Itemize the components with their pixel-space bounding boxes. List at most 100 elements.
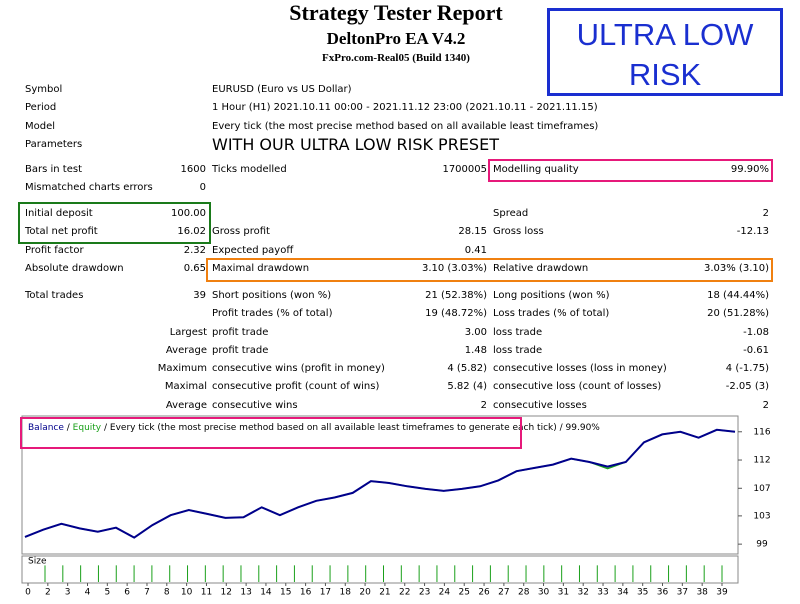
info-value: WITH OUR ULTRA LOW RISK PRESET [212,135,499,154]
info-label: Parameters [25,139,83,150]
stat-value: -12.13 [736,226,769,237]
x-tick-label: 31 [558,588,569,598]
x-tick-label: 16 [300,588,312,598]
legend: Balance / Equity / Every tick (the most … [28,423,600,433]
x-tick-label: 39 [716,588,728,598]
x-tick-label: 5 [104,588,110,598]
stat-label: Maximal [164,381,207,392]
x-tick-label: 22 [399,588,410,598]
x-tick-label: 12 [221,588,232,598]
stat-value: 0.41 [464,245,487,256]
x-tick-label: 28 [518,588,530,598]
stat-label: Bars in test [25,164,82,175]
y-tick-label: 112 [753,456,770,466]
x-tick-label: 8 [164,588,170,598]
x-tick-label: 26 [478,588,490,598]
info-label: Model [25,121,56,132]
stat-value: 0 [199,182,206,193]
x-tick-label: 24 [439,588,451,598]
stat-label: consecutive profit (count of wins) [212,381,380,392]
info-value: EURUSD (Euro vs US Dollar) [212,84,352,95]
stat-value: -0.61 [743,345,769,356]
stat-value: 39 [193,290,206,301]
x-tick-label: 11 [201,588,212,598]
stat-label: Profit factor [25,245,84,256]
stat-label: Relative drawdown [493,263,589,274]
size-frame [21,555,739,584]
stat-label: Mismatched charts errors [25,182,153,193]
stat-value: 100.00 [171,208,206,219]
x-tick-label: 30 [538,588,550,598]
x-tick-label: 25 [459,588,470,598]
x-tick-label: 35 [637,588,648,598]
stat-value: 2 [480,400,487,411]
stat-label: Maximal drawdown [212,263,310,274]
legend-separator: / [64,423,73,433]
stat-value: 3.03% (3.10) [703,263,769,274]
stat-label: Total net profit [25,226,98,237]
size-label: Size [28,557,47,567]
stat-label: profit trade [212,345,269,356]
x-tick-label: 21 [379,588,390,598]
report-title: Strategy Tester Report [289,0,503,25]
x-tick-label: 36 [657,588,669,598]
stat-value: 1600 [180,164,206,175]
stat-value: 1700005 [442,164,487,175]
x-tick-label: 4 [85,588,91,598]
stat-label: Spread [493,208,529,219]
x-tick-label: 33 [597,588,608,598]
stat-label: Gross profit [212,226,270,237]
legend-quality: 99.90% [566,423,601,433]
plot-frame [21,415,739,555]
stat-value: 3.10 (3.03%) [421,263,487,274]
y-tick-label: 107 [753,484,770,494]
stat-label: Short positions (won %) [212,290,332,301]
stat-label: consecutive wins [212,400,298,411]
info-label: Period [25,102,57,113]
risk-badge: ULTRA LOW RISK [547,8,783,96]
stat-label: Gross loss [493,226,544,237]
x-tick-label: 20 [359,588,371,598]
stat-value: 28.15 [458,226,487,237]
stat-label: Largest [169,327,207,338]
x-tick-label: 18 [340,588,352,598]
stat-label: Average [165,400,207,411]
stat-value: 2 [762,400,769,411]
y-tick-label: 116 [753,427,770,437]
stat-label: Average [165,345,207,356]
x-tick-label: 34 [617,588,629,598]
info-value: Every tick (the most precise method base… [212,121,599,132]
x-tick-label: 23 [419,588,430,598]
x-tick-label: 14 [260,588,272,598]
legend-entry: Equity [73,423,102,433]
stat-label: loss trade [493,327,543,338]
stat-label: consecutive losses (loss in money) [493,363,667,374]
y-tick-label: 103 [753,511,770,521]
highlight-box [18,202,211,244]
stat-value: 0.65 [183,263,206,274]
info-value: 1 Hour (H1) 2021.10.11 00:00 - 2021.11.1… [212,102,598,113]
stat-label: Ticks modelled [212,164,287,175]
stat-value: 20 (51.28%) [707,308,769,319]
x-tick-label: 13 [240,588,251,598]
x-tick-label: 15 [280,588,291,598]
stat-label: consecutive losses [493,400,587,411]
stat-label: Loss trades (% of total) [493,308,610,319]
legend-separator: / [101,423,110,433]
stat-label: Expected payoff [212,245,294,256]
highlight-box [20,417,522,449]
x-tick-label: 6 [124,588,130,598]
stat-label: Initial deposit [25,208,93,219]
stat-value: 4 (5.82) [447,363,487,374]
stat-value: 5.82 (4) [447,381,487,392]
expert-name: DeltonPro EA V4.2 [326,29,466,48]
x-tick-label: 3 [65,588,71,598]
x-tick-label: 27 [498,588,509,598]
stat-value: 19 (48.72%) [425,308,487,319]
stat-value: 2.32 [183,245,206,256]
series-line [24,428,736,539]
highlight-box [488,159,773,182]
x-tick-label: 2 [45,588,51,598]
